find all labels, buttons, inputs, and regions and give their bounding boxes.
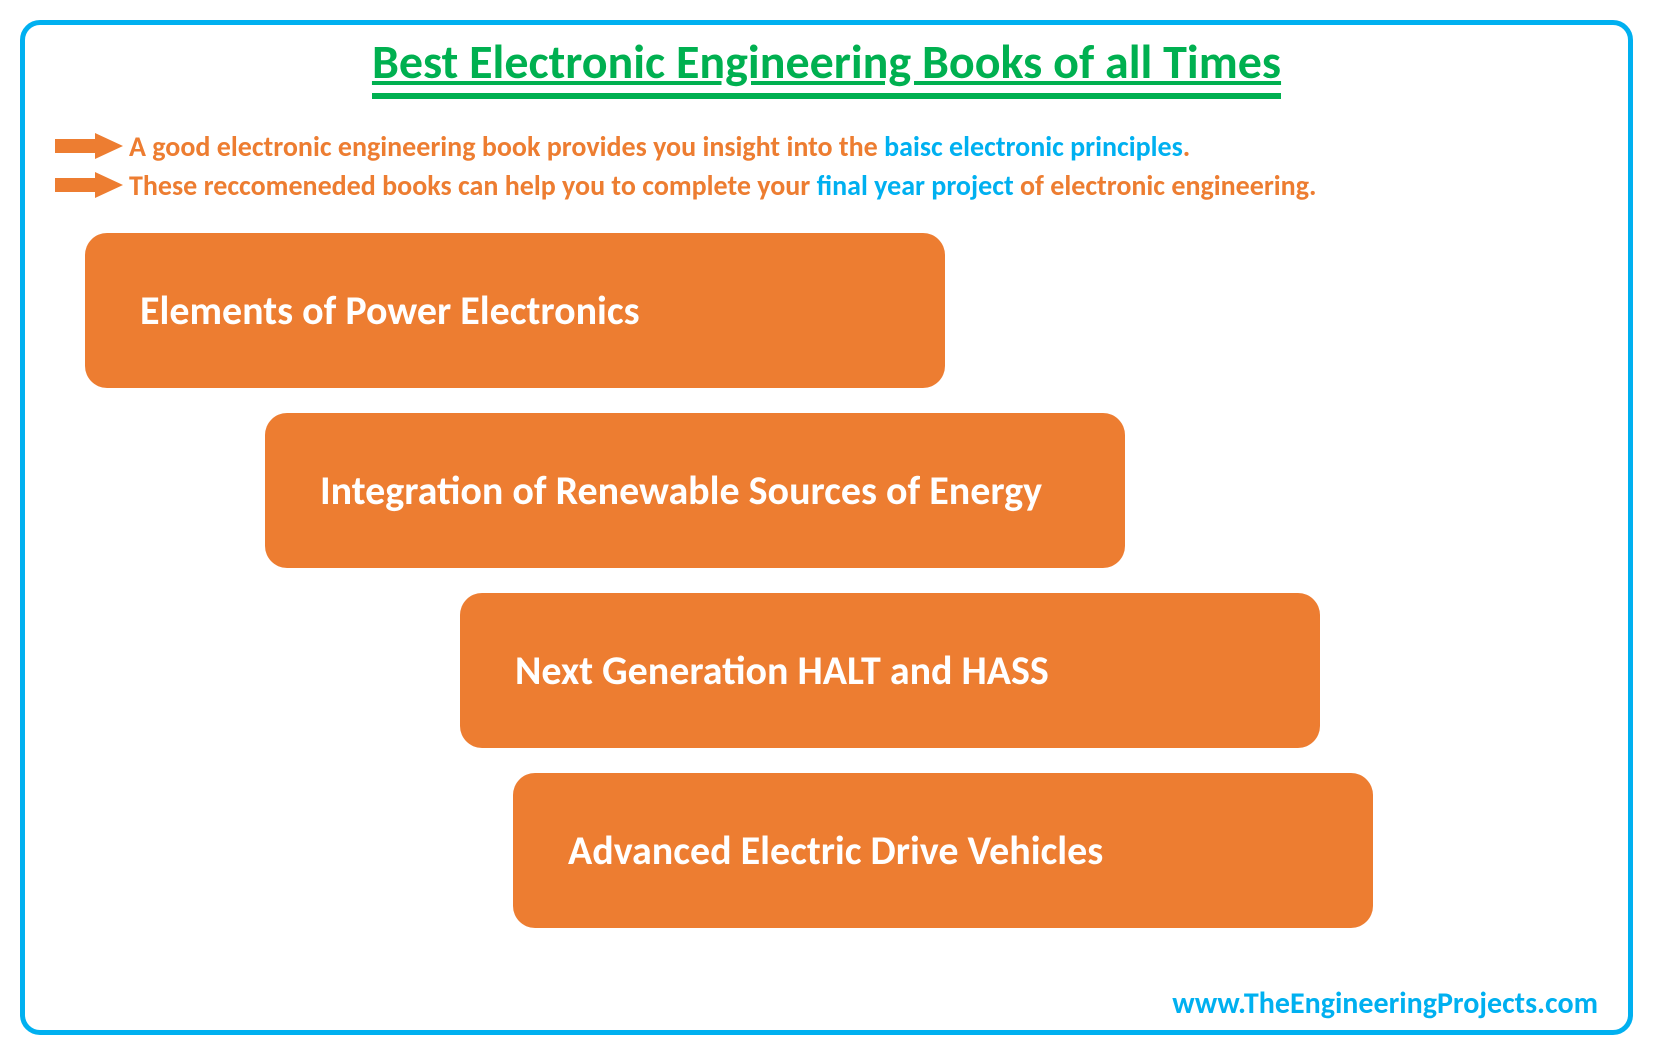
bullet-pre: These reccomeneded books can help you to… [129,168,817,203]
footer-link[interactable]: www.TheEngineeringProjects.com [1172,985,1598,1022]
title-wrap: Best Electronic Engineering Books of all… [25,33,1628,99]
book-box: Advanced Electric Drive Vehicles [513,773,1373,928]
page-title: Best Electronic Engineering Books of all… [372,33,1281,99]
bullet-post: of electronic engineering. [1014,168,1317,203]
book-box: Elements of Power Electronics [85,233,945,388]
bullet-item: A good electronic engineering book provi… [55,129,1628,164]
arrow-icon [55,131,125,161]
bullet-list: A good electronic engineering book provi… [55,129,1628,203]
arrow-icon [55,170,125,200]
bullet-pre: A good electronic engineering book provi… [129,129,884,164]
book-box: Next Generation HALT and HASS [460,593,1320,748]
bullet-text: A good electronic engineering book provi… [129,129,1190,164]
bullet-highlight: final year project [817,168,1014,203]
bullet-post: . [1183,129,1190,164]
bullet-item: These reccomeneded books can help you to… [55,168,1628,203]
diagram-frame: Best Electronic Engineering Books of all… [20,20,1633,1035]
bullet-text: These reccomeneded books can help you to… [129,168,1316,203]
bullet-highlight: baisc electronic principles [884,129,1183,164]
book-box-stack: Elements of Power Electronics Integratio… [25,233,1628,953]
book-box: Integration of Renewable Sources of Ener… [265,413,1125,568]
